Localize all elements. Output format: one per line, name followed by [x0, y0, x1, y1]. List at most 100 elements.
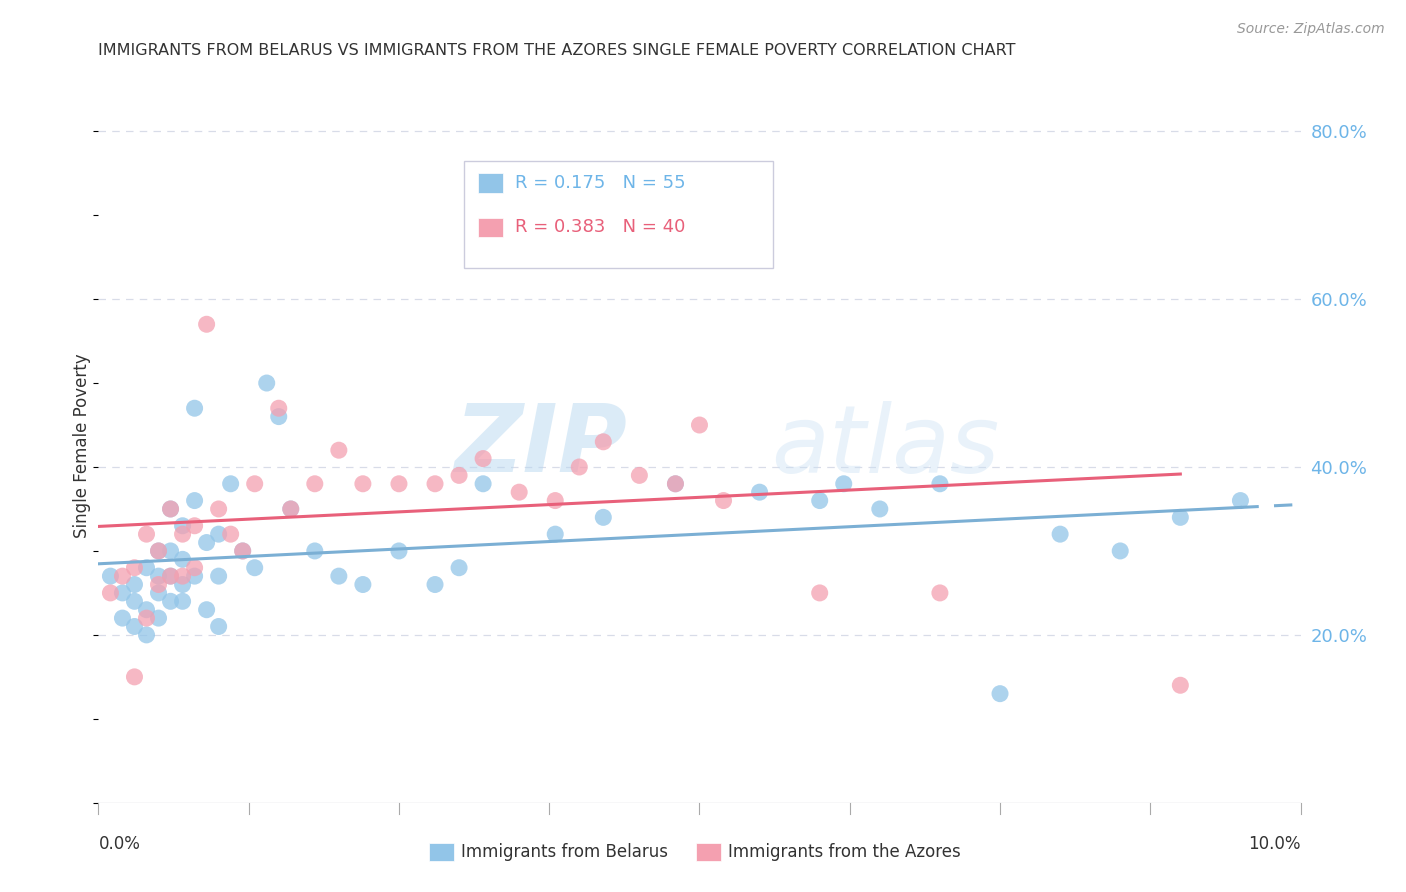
Point	[195, 535, 218, 549]
Text: atlas: atlas	[772, 401, 1000, 491]
Point	[472, 476, 495, 491]
Text: Immigrants from the Azores: Immigrants from the Azores	[728, 843, 962, 861]
Point	[208, 619, 231, 633]
Point	[124, 619, 146, 633]
Point	[352, 577, 374, 591]
Point	[832, 476, 855, 491]
Text: 0.0%: 0.0%	[98, 835, 141, 853]
Point	[544, 493, 567, 508]
Point	[159, 544, 181, 558]
Point	[808, 493, 831, 508]
Point	[135, 603, 157, 617]
Point	[159, 569, 181, 583]
Point	[1229, 493, 1251, 508]
Text: R = 0.175   N = 55: R = 0.175 N = 55	[515, 174, 685, 192]
Point	[1170, 510, 1192, 524]
Point	[243, 476, 266, 491]
Point	[869, 502, 891, 516]
Point	[243, 560, 266, 574]
Point	[208, 569, 231, 583]
Point	[328, 569, 350, 583]
Point	[183, 560, 205, 574]
Point	[124, 560, 146, 574]
Point	[159, 502, 181, 516]
Point	[748, 208, 770, 222]
Point	[929, 476, 952, 491]
Point	[1170, 678, 1192, 692]
Point	[135, 560, 157, 574]
Point	[628, 468, 651, 483]
Point	[447, 468, 470, 483]
Point	[1109, 544, 1132, 558]
Point	[472, 451, 495, 466]
Point	[447, 560, 470, 574]
Point	[808, 586, 831, 600]
Point	[124, 670, 146, 684]
Point	[159, 594, 181, 608]
Point	[232, 544, 254, 558]
Point	[172, 518, 194, 533]
Point	[388, 476, 411, 491]
Point	[689, 417, 711, 432]
Point	[172, 569, 194, 583]
Text: IMMIGRANTS FROM BELARUS VS IMMIGRANTS FROM THE AZORES SINGLE FEMALE POVERTY CORR: IMMIGRANTS FROM BELARUS VS IMMIGRANTS FR…	[98, 43, 1017, 58]
Point	[159, 569, 181, 583]
Point	[280, 502, 302, 516]
Point	[544, 527, 567, 541]
Point	[267, 401, 290, 416]
Point	[304, 544, 326, 558]
Point	[508, 485, 530, 500]
Point	[929, 586, 952, 600]
Point	[592, 510, 614, 524]
Point	[423, 476, 446, 491]
Text: Source: ZipAtlas.com: Source: ZipAtlas.com	[1237, 22, 1385, 37]
Point	[148, 586, 170, 600]
Point	[183, 518, 205, 533]
Point	[148, 611, 170, 625]
Point	[100, 569, 122, 583]
Point	[135, 527, 157, 541]
Point	[148, 577, 170, 591]
Y-axis label: Single Female Poverty: Single Female Poverty	[73, 354, 91, 538]
Point	[208, 502, 231, 516]
Point	[172, 527, 194, 541]
Point	[267, 409, 290, 424]
Point	[219, 476, 242, 491]
Point	[159, 502, 181, 516]
Point	[195, 318, 218, 332]
Point	[183, 569, 205, 583]
Point	[664, 476, 686, 491]
Point	[195, 603, 218, 617]
Point	[328, 443, 350, 458]
Text: 10.0%: 10.0%	[1249, 835, 1301, 853]
Point	[988, 687, 1011, 701]
Point	[135, 628, 157, 642]
Point	[256, 376, 278, 390]
Point	[172, 594, 194, 608]
Point	[232, 544, 254, 558]
Point	[280, 502, 302, 516]
Point	[111, 611, 134, 625]
Point	[148, 544, 170, 558]
Text: ZIP: ZIP	[454, 400, 627, 492]
Point	[352, 476, 374, 491]
Point	[592, 434, 614, 449]
Point	[124, 594, 146, 608]
Point	[111, 569, 134, 583]
Point	[748, 485, 770, 500]
Point	[388, 544, 411, 558]
Point	[111, 586, 134, 600]
Point	[148, 569, 170, 583]
Point	[124, 577, 146, 591]
Point	[304, 476, 326, 491]
Point	[568, 460, 591, 475]
Point	[219, 527, 242, 541]
Text: Immigrants from Belarus: Immigrants from Belarus	[461, 843, 668, 861]
Point	[148, 544, 170, 558]
Point	[208, 527, 231, 541]
Point	[172, 552, 194, 566]
Point	[100, 586, 122, 600]
Point	[183, 493, 205, 508]
Point	[135, 611, 157, 625]
Point	[423, 577, 446, 591]
